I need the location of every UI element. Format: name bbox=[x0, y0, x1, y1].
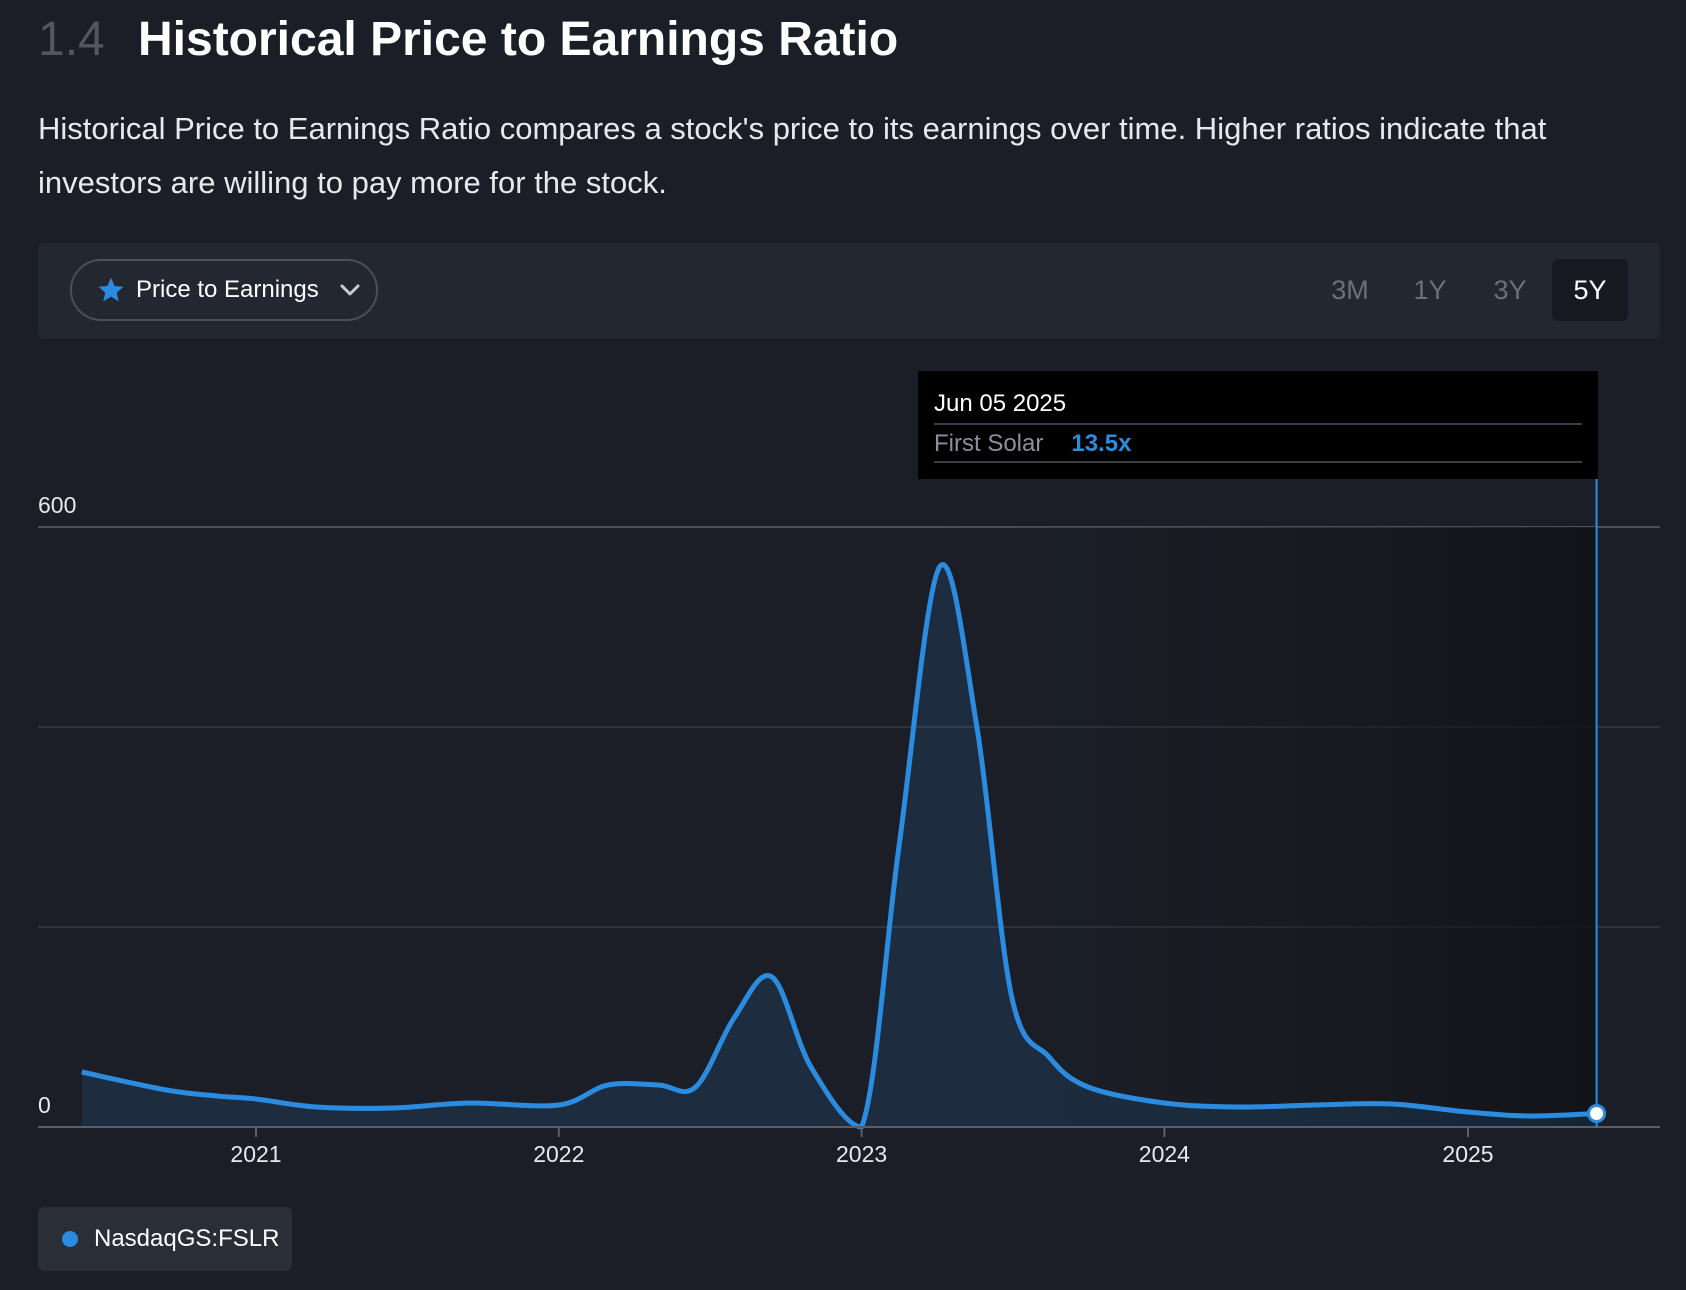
tooltip-row: First Solar 13.5x bbox=[934, 425, 1582, 463]
tooltip-value: 13.5x bbox=[1071, 430, 1132, 457]
y-tick-label: 600 bbox=[38, 492, 76, 518]
metric-dropdown-label: Price to Earnings bbox=[136, 276, 319, 303]
x-tick-label: 2025 bbox=[1442, 1141, 1493, 1167]
series-line bbox=[81, 562, 1597, 1130]
tooltip-date: Jun 05 2025 bbox=[934, 371, 1582, 425]
x-tick-label: 2021 bbox=[230, 1141, 281, 1167]
metric-dropdown[interactable]: Price to Earnings bbox=[70, 259, 378, 321]
range-tab-5y[interactable]: 5Y bbox=[1552, 259, 1628, 321]
hover-shade bbox=[940, 527, 1597, 1127]
x-tick-label: 2023 bbox=[836, 1141, 887, 1167]
tooltip-series-name: First Solar bbox=[934, 430, 1044, 457]
section-title: Historical Price to Earnings Ratio bbox=[138, 13, 899, 66]
range-tab-3y[interactable]: 3Y bbox=[1493, 274, 1527, 305]
x-tick-label: 2024 bbox=[1139, 1141, 1190, 1167]
legend-item[interactable]: NasdaqGS:FSLR bbox=[38, 1207, 292, 1271]
range-tab-3m[interactable]: 3M bbox=[1331, 274, 1369, 305]
legend-dot bbox=[62, 1231, 78, 1247]
chart-tooltip: Jun 05 2025 First Solar 13.5x bbox=[918, 371, 1598, 479]
hover-point bbox=[1587, 1104, 1607, 1123]
star-icon bbox=[98, 277, 124, 302]
range-tab-1y[interactable]: 1Y bbox=[1413, 274, 1447, 305]
legend-label: NasdaqGS:FSLR bbox=[94, 1225, 280, 1252]
chart-toolbar: Price to Earnings 3M 1Y 3Y 5Y bbox=[38, 243, 1660, 339]
section-number: 1.4 bbox=[38, 13, 105, 66]
x-tick-label: 2022 bbox=[533, 1141, 584, 1167]
time-range-tabs: 3M 1Y 3Y 5Y bbox=[1312, 259, 1628, 321]
y-tick-label: 0 bbox=[38, 1092, 51, 1118]
chevron-down-icon bbox=[340, 284, 360, 296]
section-description: Historical Price to Earnings Ratio compa… bbox=[38, 111, 1547, 200]
